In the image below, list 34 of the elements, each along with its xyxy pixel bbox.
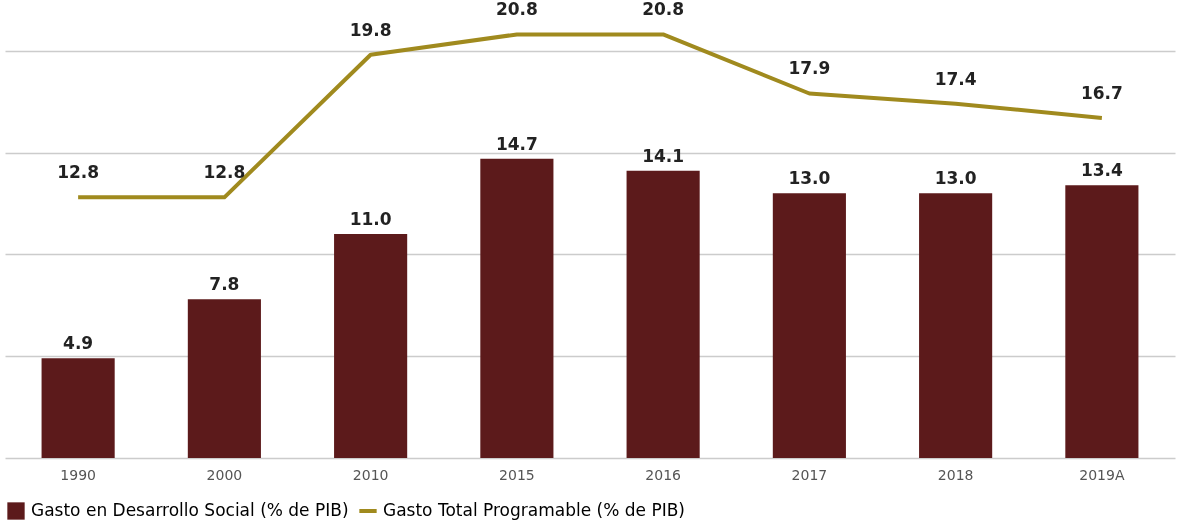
x-tick-label: 2018 [937,466,974,483]
data-label: 12.8 [203,162,246,183]
x-tick-label: 1990 [60,466,96,483]
data-label: 16.7 [1080,82,1123,103]
x-tick-label: 2019A [1079,466,1125,483]
data-label: 7.8 [209,274,240,295]
data-label: 12.8 [57,162,100,183]
x-tick-label: 2017 [791,466,828,483]
data-label: 17.9 [788,58,831,79]
data-label: 14.1 [642,145,685,166]
bar [334,234,408,458]
x-tick-label: 2000 [206,466,243,483]
data-label: 17.4 [934,68,977,89]
data-label: 11.0 [349,209,392,229]
bar [187,299,261,458]
data-label: 19.8 [349,19,392,40]
data-label: 20.8 [642,0,685,20]
x-tick-label: 2010 [352,466,389,483]
data-label: 13.0 [788,168,831,189]
legend-label: Gasto Total Programable (% de PIB) [383,500,685,520]
data-label: 4.9 [63,333,94,354]
legend-label: Gasto en Desarrollo Social (% de PIB) [31,500,349,520]
x-tick-label: 2015 [499,466,535,483]
data-label: 13.0 [934,168,977,189]
data-label: 20.8 [495,0,538,20]
bar [626,170,700,458]
bar [41,358,115,458]
data-label: 13.4 [1080,160,1124,181]
bar [772,193,846,458]
x-tick-label: 2016 [645,466,682,483]
data-label: 14.7 [495,133,538,154]
bar [1065,185,1139,458]
bar [480,158,554,458]
bar [919,193,993,458]
